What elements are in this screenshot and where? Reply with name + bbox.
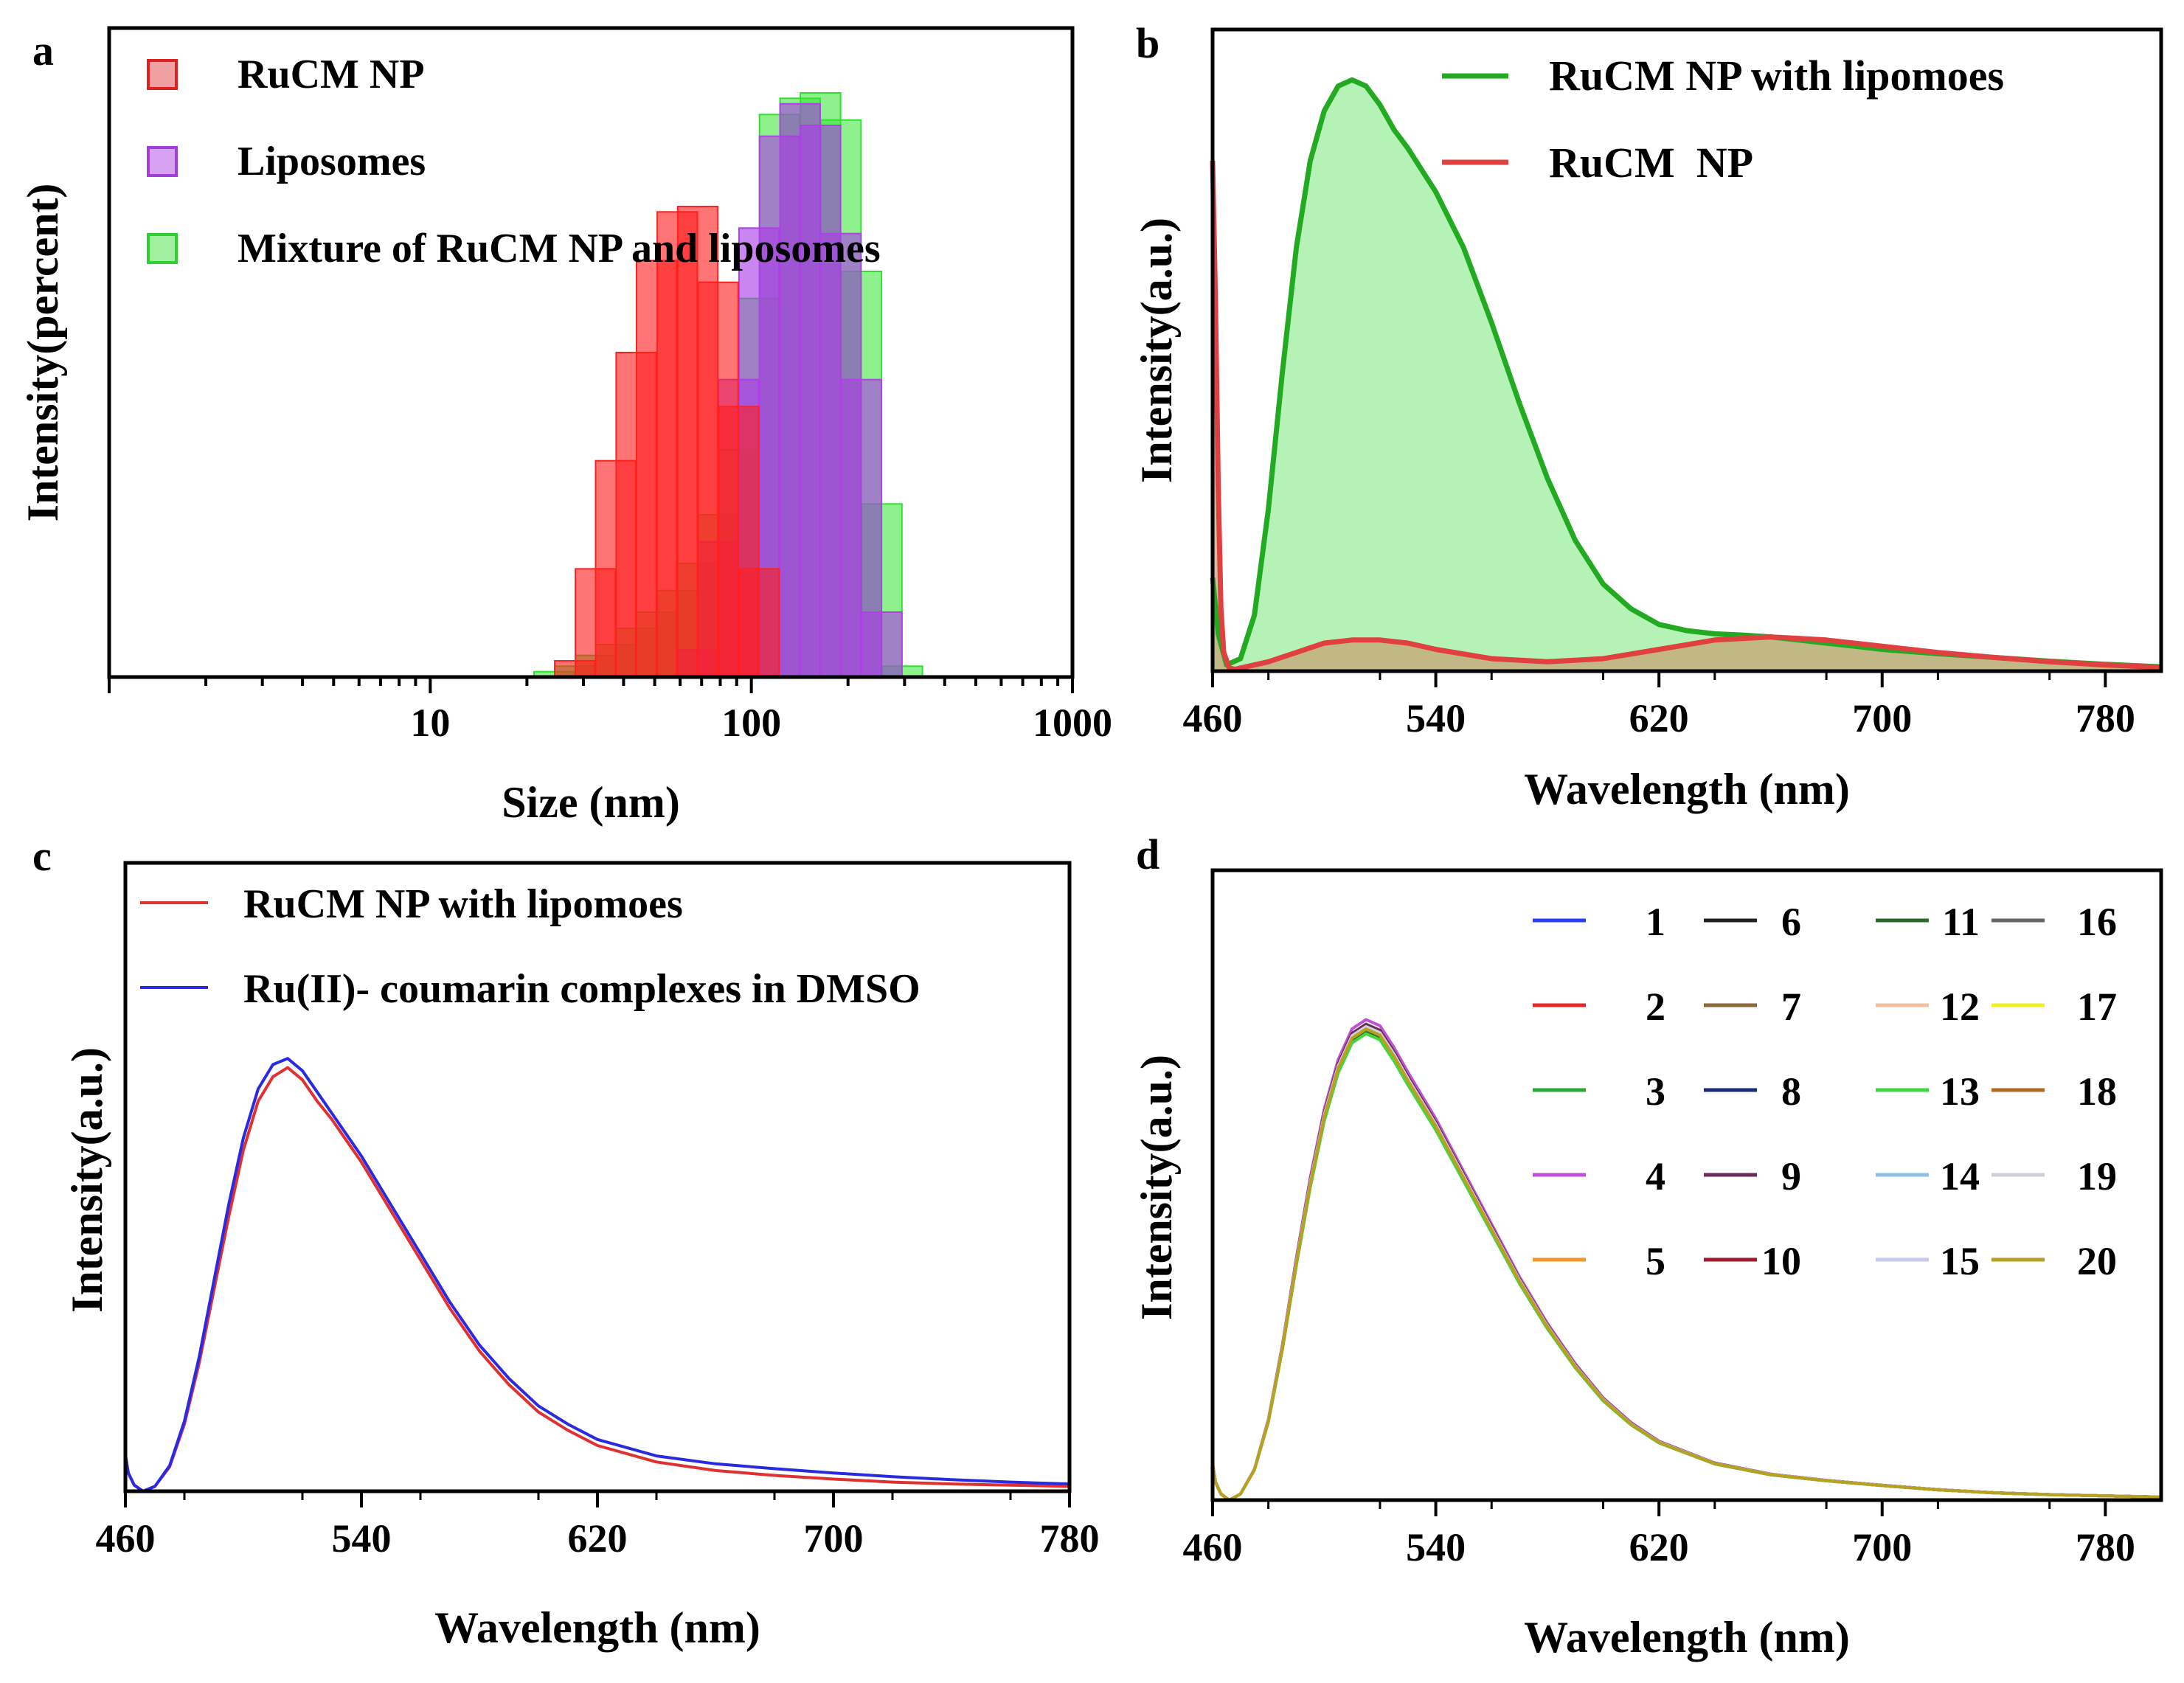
- line-d-11: [1211, 1030, 2162, 1502]
- panel-label-a: a: [32, 27, 54, 74]
- line-d-1: [1211, 1025, 2162, 1502]
- legend-label-c-1: Ru(II)- coumarin complexes in DMSO: [243, 966, 921, 1012]
- legend-label-d-1: 1: [1646, 900, 1665, 944]
- line-d-15: [1211, 1025, 2162, 1502]
- line-d-20: [1211, 1027, 2162, 1502]
- panel-label-d: d: [1136, 830, 1159, 878]
- x-tick-label-d: 620: [1629, 1525, 1689, 1569]
- legend-swatch-a-2: [147, 233, 178, 264]
- legend-label-d-6: 6: [1781, 900, 1801, 944]
- area-b-0: [1213, 80, 2161, 672]
- line-d-12: [1211, 1027, 2162, 1502]
- bar-a-s1-9: [861, 611, 903, 678]
- legend-label-b-0: RuCM NP with lipomoes: [1549, 52, 2004, 100]
- plot-frame-d: [1210, 868, 2163, 1502]
- x-tick-label-a: 100: [721, 701, 781, 745]
- legend-label-d-18: 18: [2077, 1069, 2117, 1114]
- x-tick-label-b: 700: [1852, 696, 1912, 740]
- y-axis-label-a: Intensity(percent): [18, 184, 67, 522]
- legend-label-d-17: 17: [2077, 985, 2117, 1029]
- line-d-14: [1211, 1025, 2162, 1502]
- legend-swatch-a-1: [147, 146, 178, 177]
- line-d-19: [1211, 1025, 2162, 1502]
- legend-label-d-12: 12: [1940, 985, 1980, 1029]
- legend-swatch-a-0: [147, 59, 178, 90]
- x-tick-label-d: 460: [1183, 1525, 1243, 1569]
- legend-a: RuCM NP Liposomes Mixture of RuCM NP and…: [147, 52, 881, 271]
- line-d-9: [1211, 1022, 2162, 1502]
- line-d-6: [1211, 1022, 2162, 1502]
- legend-label-d-14: 14: [1940, 1154, 1980, 1198]
- x-tick-label-d: 780: [2076, 1525, 2135, 1569]
- panel-label-b: b: [1136, 19, 1159, 67]
- line-d-10: [1211, 1027, 2162, 1502]
- x-tick-label-c: 460: [96, 1516, 156, 1561]
- y-axis-label-b: Intensity(a.u.): [1132, 218, 1181, 483]
- legend-label-d-19: 19: [2077, 1154, 2117, 1198]
- line-d-18: [1211, 1027, 2162, 1502]
- x-tick-label-c: 540: [332, 1516, 392, 1561]
- x-tick-label-c: 700: [804, 1516, 864, 1561]
- line-d-13: [1211, 1032, 2162, 1502]
- line-b-0: [1210, 77, 2162, 670]
- legend-label-d-9: 9: [1781, 1154, 1801, 1198]
- line-d-3: [1211, 1032, 2162, 1502]
- x-tick-label-b: 540: [1406, 696, 1466, 740]
- line-d-7: [1211, 1027, 2162, 1502]
- x-axis-label-b: Wavelength (nm): [1524, 765, 1850, 813]
- panel-b: b 460 540 620 700 780 Wavelength (nm) Intens…: [1132, 19, 2163, 813]
- legend-c: RuCM NP with lipomoes Ru(II)- coumarin c…: [140, 881, 921, 1012]
- x-tick-label-c: 620: [568, 1516, 628, 1561]
- x-tick-label-a: 10: [410, 701, 450, 745]
- legend-label-c-0: RuCM NP with lipomoes: [243, 881, 683, 927]
- legend-label-d-5: 5: [1646, 1239, 1665, 1283]
- x-axis-label-d: Wavelength (nm): [1524, 1613, 1850, 1662]
- x-tick-label-b: 460: [1183, 696, 1243, 740]
- x-tick-label-b: 780: [2076, 696, 2135, 740]
- legend-label-d-13: 13: [1940, 1069, 1980, 1114]
- legend-label-d-16: 16: [2077, 900, 2117, 944]
- legend-label-d-7: 7: [1781, 985, 1801, 1029]
- plot-frame-c: [123, 861, 1072, 1493]
- line-d-17: [1211, 1027, 2162, 1502]
- x-tick-label-a: 1000: [1033, 701, 1112, 745]
- x-axis-label-a: Size (nm): [502, 778, 680, 827]
- x-tick-label-c: 780: [1040, 1516, 1100, 1561]
- line-d-16: [1211, 1025, 2162, 1502]
- x-tick-label-d: 700: [1852, 1525, 1912, 1569]
- legend-label-d-4: 4: [1646, 1154, 1665, 1198]
- legend-b: RuCM NP with lipomoes RuCM NP: [1442, 52, 2004, 187]
- line-d-5: [1211, 1030, 2162, 1502]
- x-axis-label-c: Wavelength (nm): [434, 1603, 760, 1652]
- panel-a: a 10 100 1000 Size (nm) Intensity(percent)…: [18, 26, 1112, 827]
- legend-label-a-0: RuCM NP: [238, 52, 425, 97]
- panel-d: d 460 540 620 700 780 Wavelength (nm) Intens…: [1132, 830, 2163, 1662]
- legend-label-d-10: 10: [1761, 1239, 1801, 1283]
- legend-label-d-11: 11: [1942, 900, 1980, 944]
- bar-a-s0-9: [738, 568, 780, 678]
- x-tick-label-b: 620: [1629, 696, 1689, 740]
- panel-c: c 460 540 620 700 780 Wavelength (nm) Intens…: [32, 832, 1100, 1652]
- line-d-8: [1211, 1025, 2162, 1502]
- line-c-1: [124, 1057, 1070, 1493]
- line-c-0: [124, 1066, 1070, 1493]
- x-tick-label-d: 540: [1406, 1525, 1466, 1569]
- legend-label-b-1: RuCM NP: [1549, 139, 1753, 187]
- line-b-1: [1210, 160, 2162, 672]
- legend-label-d-8: 8: [1781, 1069, 1801, 1114]
- legend-label-a-2: Mixture of RuCM NP and liposomes: [238, 226, 881, 271]
- legend-label-a-1: Liposomes: [238, 139, 426, 184]
- legend-label-d-3: 3: [1646, 1069, 1665, 1114]
- plot-frame-a: [107, 26, 1075, 679]
- line-d-2: [1211, 1025, 2162, 1502]
- panel-label-c: c: [32, 832, 52, 880]
- legend-label-d-2: 2: [1646, 985, 1665, 1029]
- y-axis-label-d: Intensity(a.u.): [1132, 1055, 1181, 1320]
- y-axis-label-c: Intensity(a.u.): [63, 1047, 111, 1313]
- legend-label-d-15: 15: [1940, 1239, 1980, 1283]
- plot-frame-b: [1210, 27, 2163, 673]
- legend-label-d-20: 20: [2077, 1239, 2117, 1283]
